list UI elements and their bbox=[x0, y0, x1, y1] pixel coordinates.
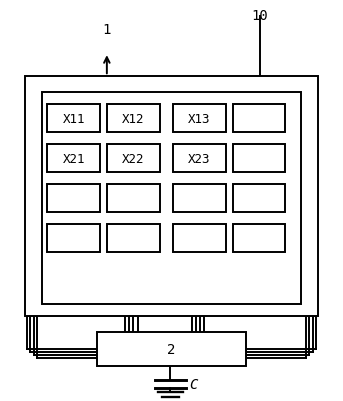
Text: C: C bbox=[189, 377, 198, 391]
Bar bbox=[47, 225, 100, 252]
Bar bbox=[25, 77, 318, 316]
Bar bbox=[47, 105, 100, 133]
Bar bbox=[173, 145, 226, 172]
Bar bbox=[47, 184, 100, 213]
Bar bbox=[42, 93, 301, 304]
Bar bbox=[173, 105, 226, 133]
Text: X13: X13 bbox=[188, 112, 211, 126]
Text: X12: X12 bbox=[122, 112, 144, 126]
Bar bbox=[173, 225, 226, 252]
Text: 1: 1 bbox=[103, 23, 111, 37]
Bar bbox=[107, 225, 159, 252]
Text: 2: 2 bbox=[167, 342, 176, 356]
Bar bbox=[233, 105, 285, 133]
Text: 10: 10 bbox=[251, 9, 268, 23]
Bar bbox=[233, 184, 285, 213]
Bar bbox=[233, 145, 285, 172]
Text: X22: X22 bbox=[122, 152, 144, 165]
Bar bbox=[107, 145, 159, 172]
Bar bbox=[233, 225, 285, 252]
Bar bbox=[173, 184, 226, 213]
Bar bbox=[97, 332, 246, 366]
Text: X11: X11 bbox=[62, 112, 85, 126]
Text: X21: X21 bbox=[62, 152, 85, 165]
Text: X23: X23 bbox=[188, 152, 211, 165]
Bar bbox=[47, 145, 100, 172]
Bar bbox=[107, 184, 159, 213]
Bar bbox=[107, 105, 159, 133]
